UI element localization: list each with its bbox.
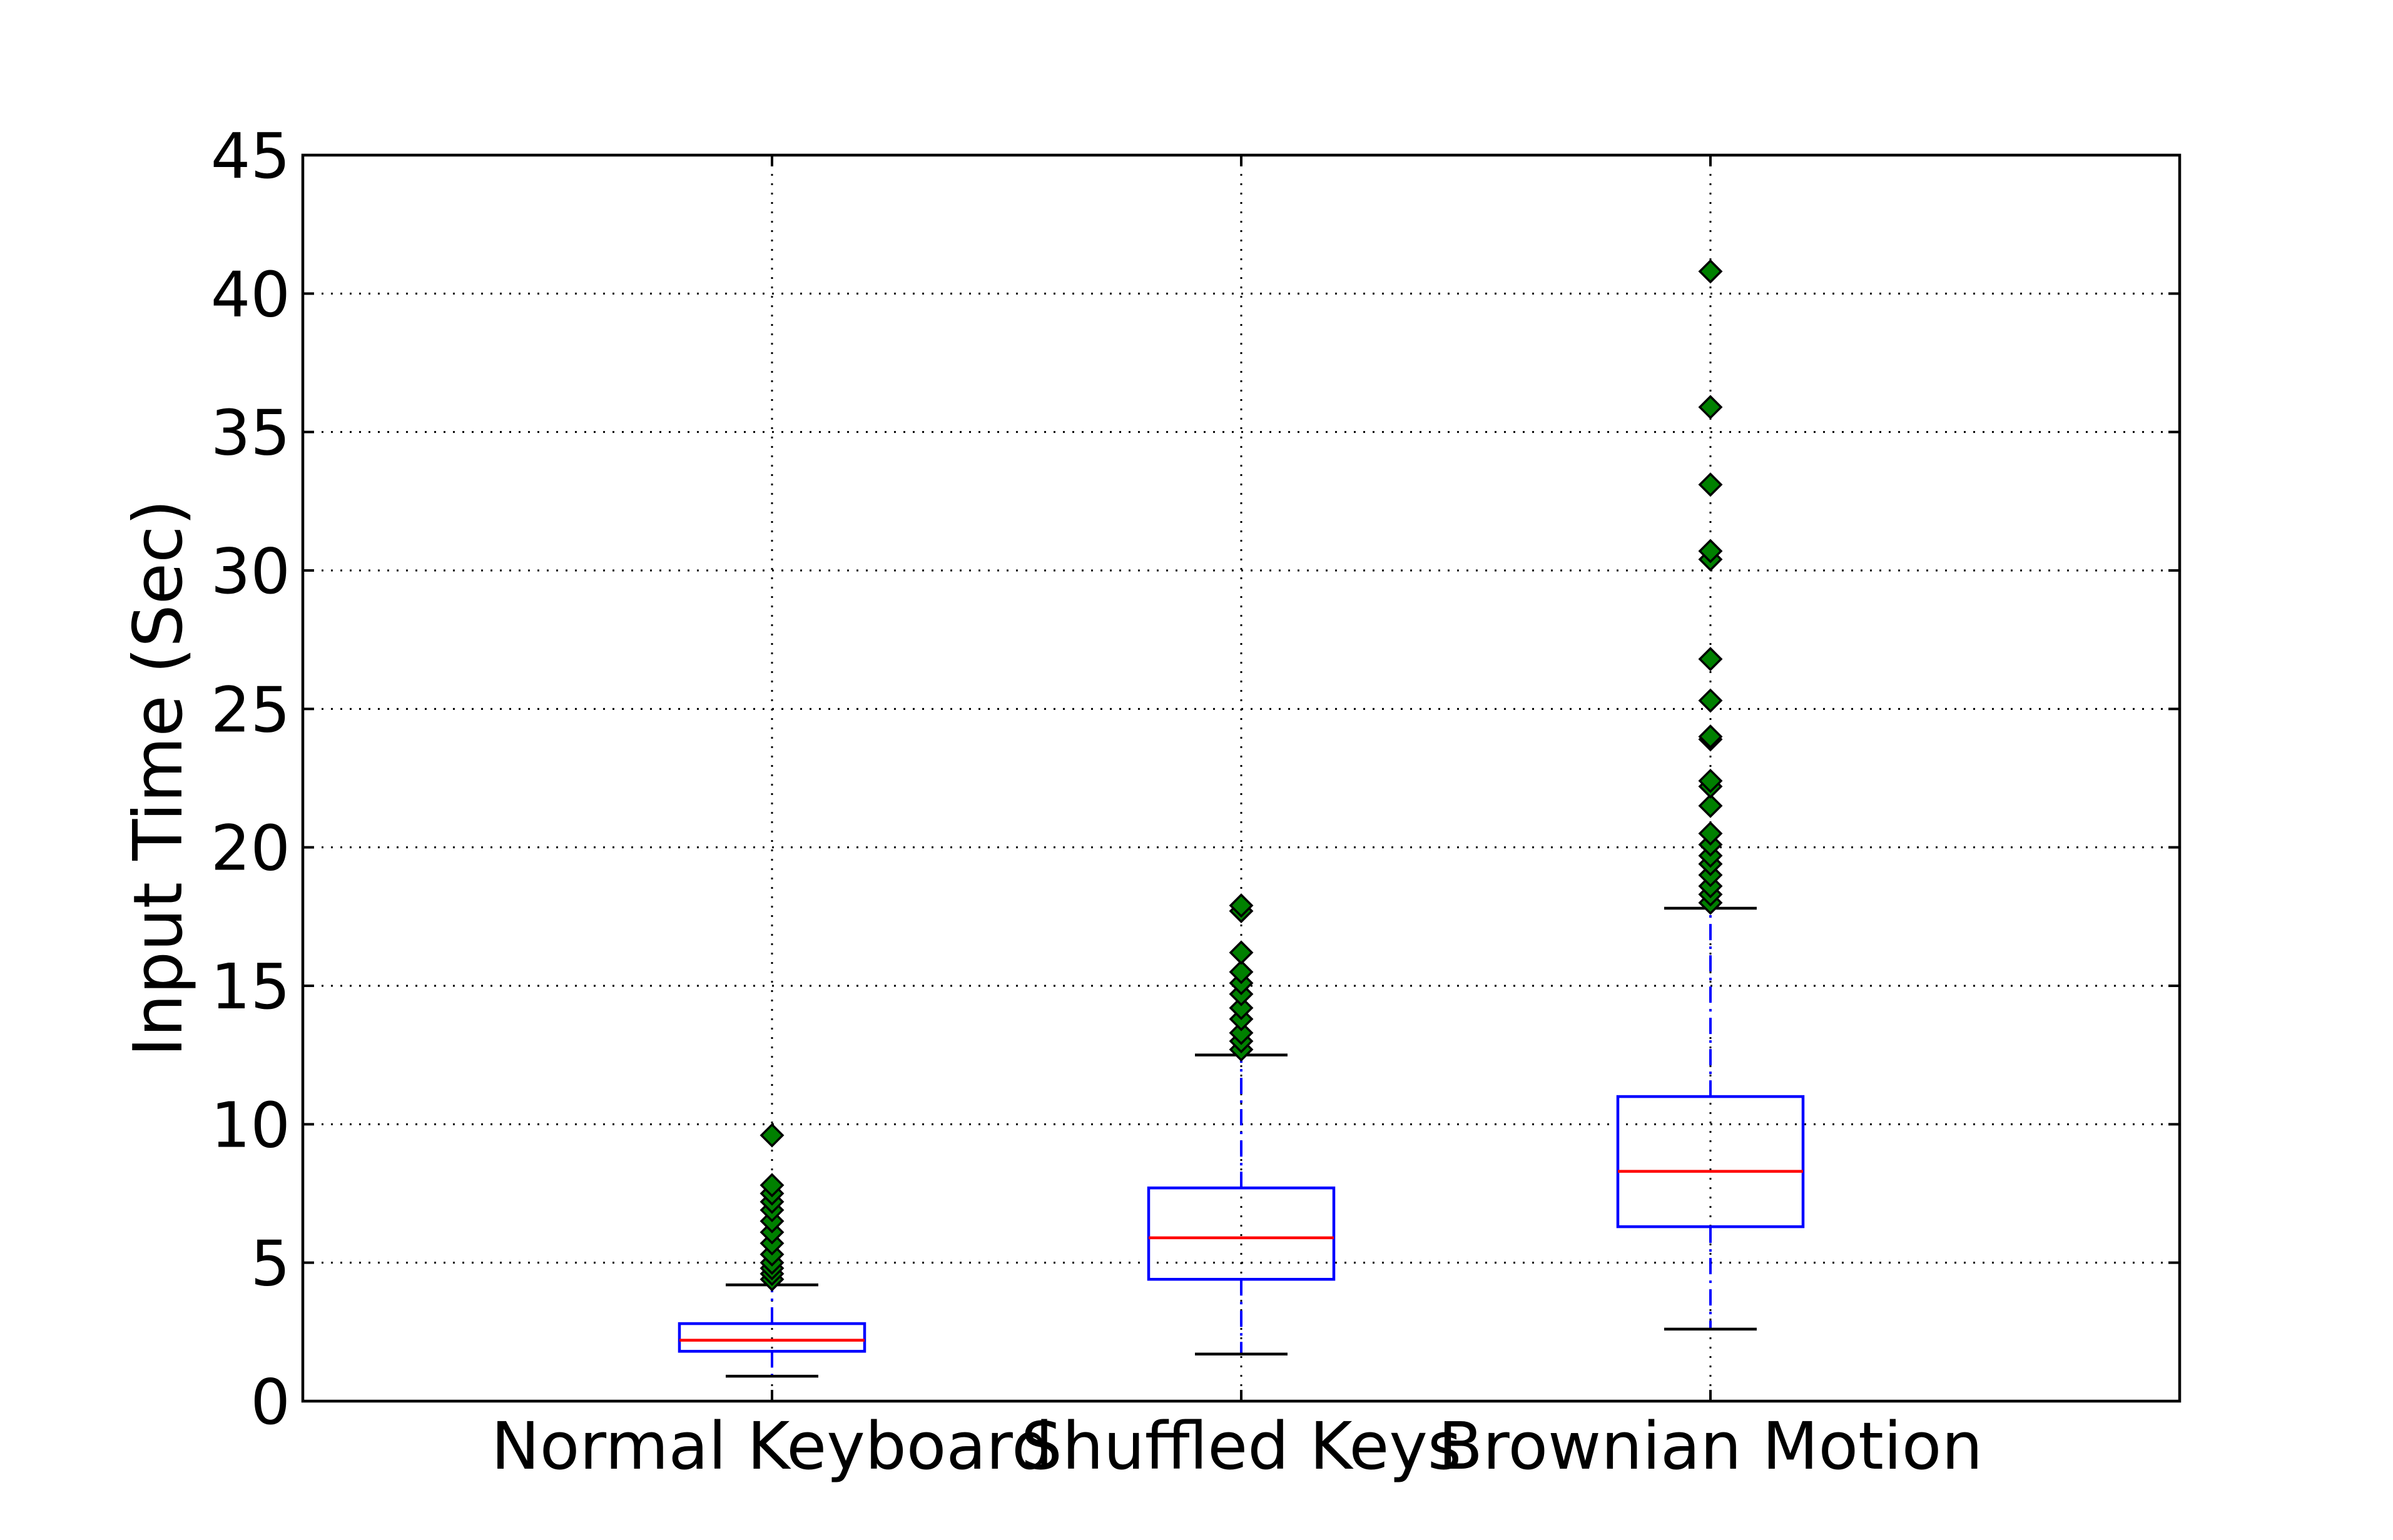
x-category-label: Brownian Motion [1438,1408,1983,1484]
grid-lines [303,155,2180,1401]
outlier-point [1698,647,1723,672]
outlier-point [1229,940,1254,965]
outlier-point [1698,539,1723,564]
axis-ticks [303,154,2180,1402]
outlier-point [1698,821,1723,846]
x-category-label: Shuffled Keys [1021,1408,1461,1484]
outlier-point [1229,960,1254,985]
outlier-point [760,1173,785,1198]
outlier-point [1698,688,1723,713]
outlier-point [1698,259,1723,284]
y-tick-label: 0 [250,1365,290,1439]
y-axis-title: Input Time (Sec) [119,499,198,1056]
outlier-point [1698,472,1723,497]
outlier-point [1229,893,1254,918]
outlier-point [1229,1020,1254,1045]
y-tick-label: 45 [211,119,290,193]
boxes [678,906,1805,1378]
y-tick-label: 10 [211,1088,290,1162]
box-group [678,1283,866,1378]
plot-frame [301,153,2182,1403]
y-tick-label: 5 [250,1227,290,1300]
y-tick-label: 20 [211,812,290,885]
y-tick-label: 35 [211,397,290,470]
iqr-box [1616,1095,1805,1228]
iqr-box [678,1322,866,1353]
box-group [1147,1053,1336,1355]
outlier-point [1698,395,1723,420]
outlier-point [1698,768,1723,793]
y-tick-label: 30 [211,535,290,608]
box-group [1616,906,1805,1331]
iqr-box [1147,1186,1336,1281]
outlier-point [1698,724,1723,749]
x-category-label: Normal Keyboard [491,1408,1053,1484]
y-tick-labels: 0 5 10 15 20 25 30 35 40 45 [211,119,290,1439]
y-tick-label: 40 [211,258,290,331]
outliers [760,259,1723,1292]
outlier-point [1698,793,1723,818]
outlier-point [760,1123,785,1148]
outlier-point [1229,995,1254,1020]
y-tick-label: 25 [211,673,290,746]
y-tick-label: 15 [211,950,290,1023]
